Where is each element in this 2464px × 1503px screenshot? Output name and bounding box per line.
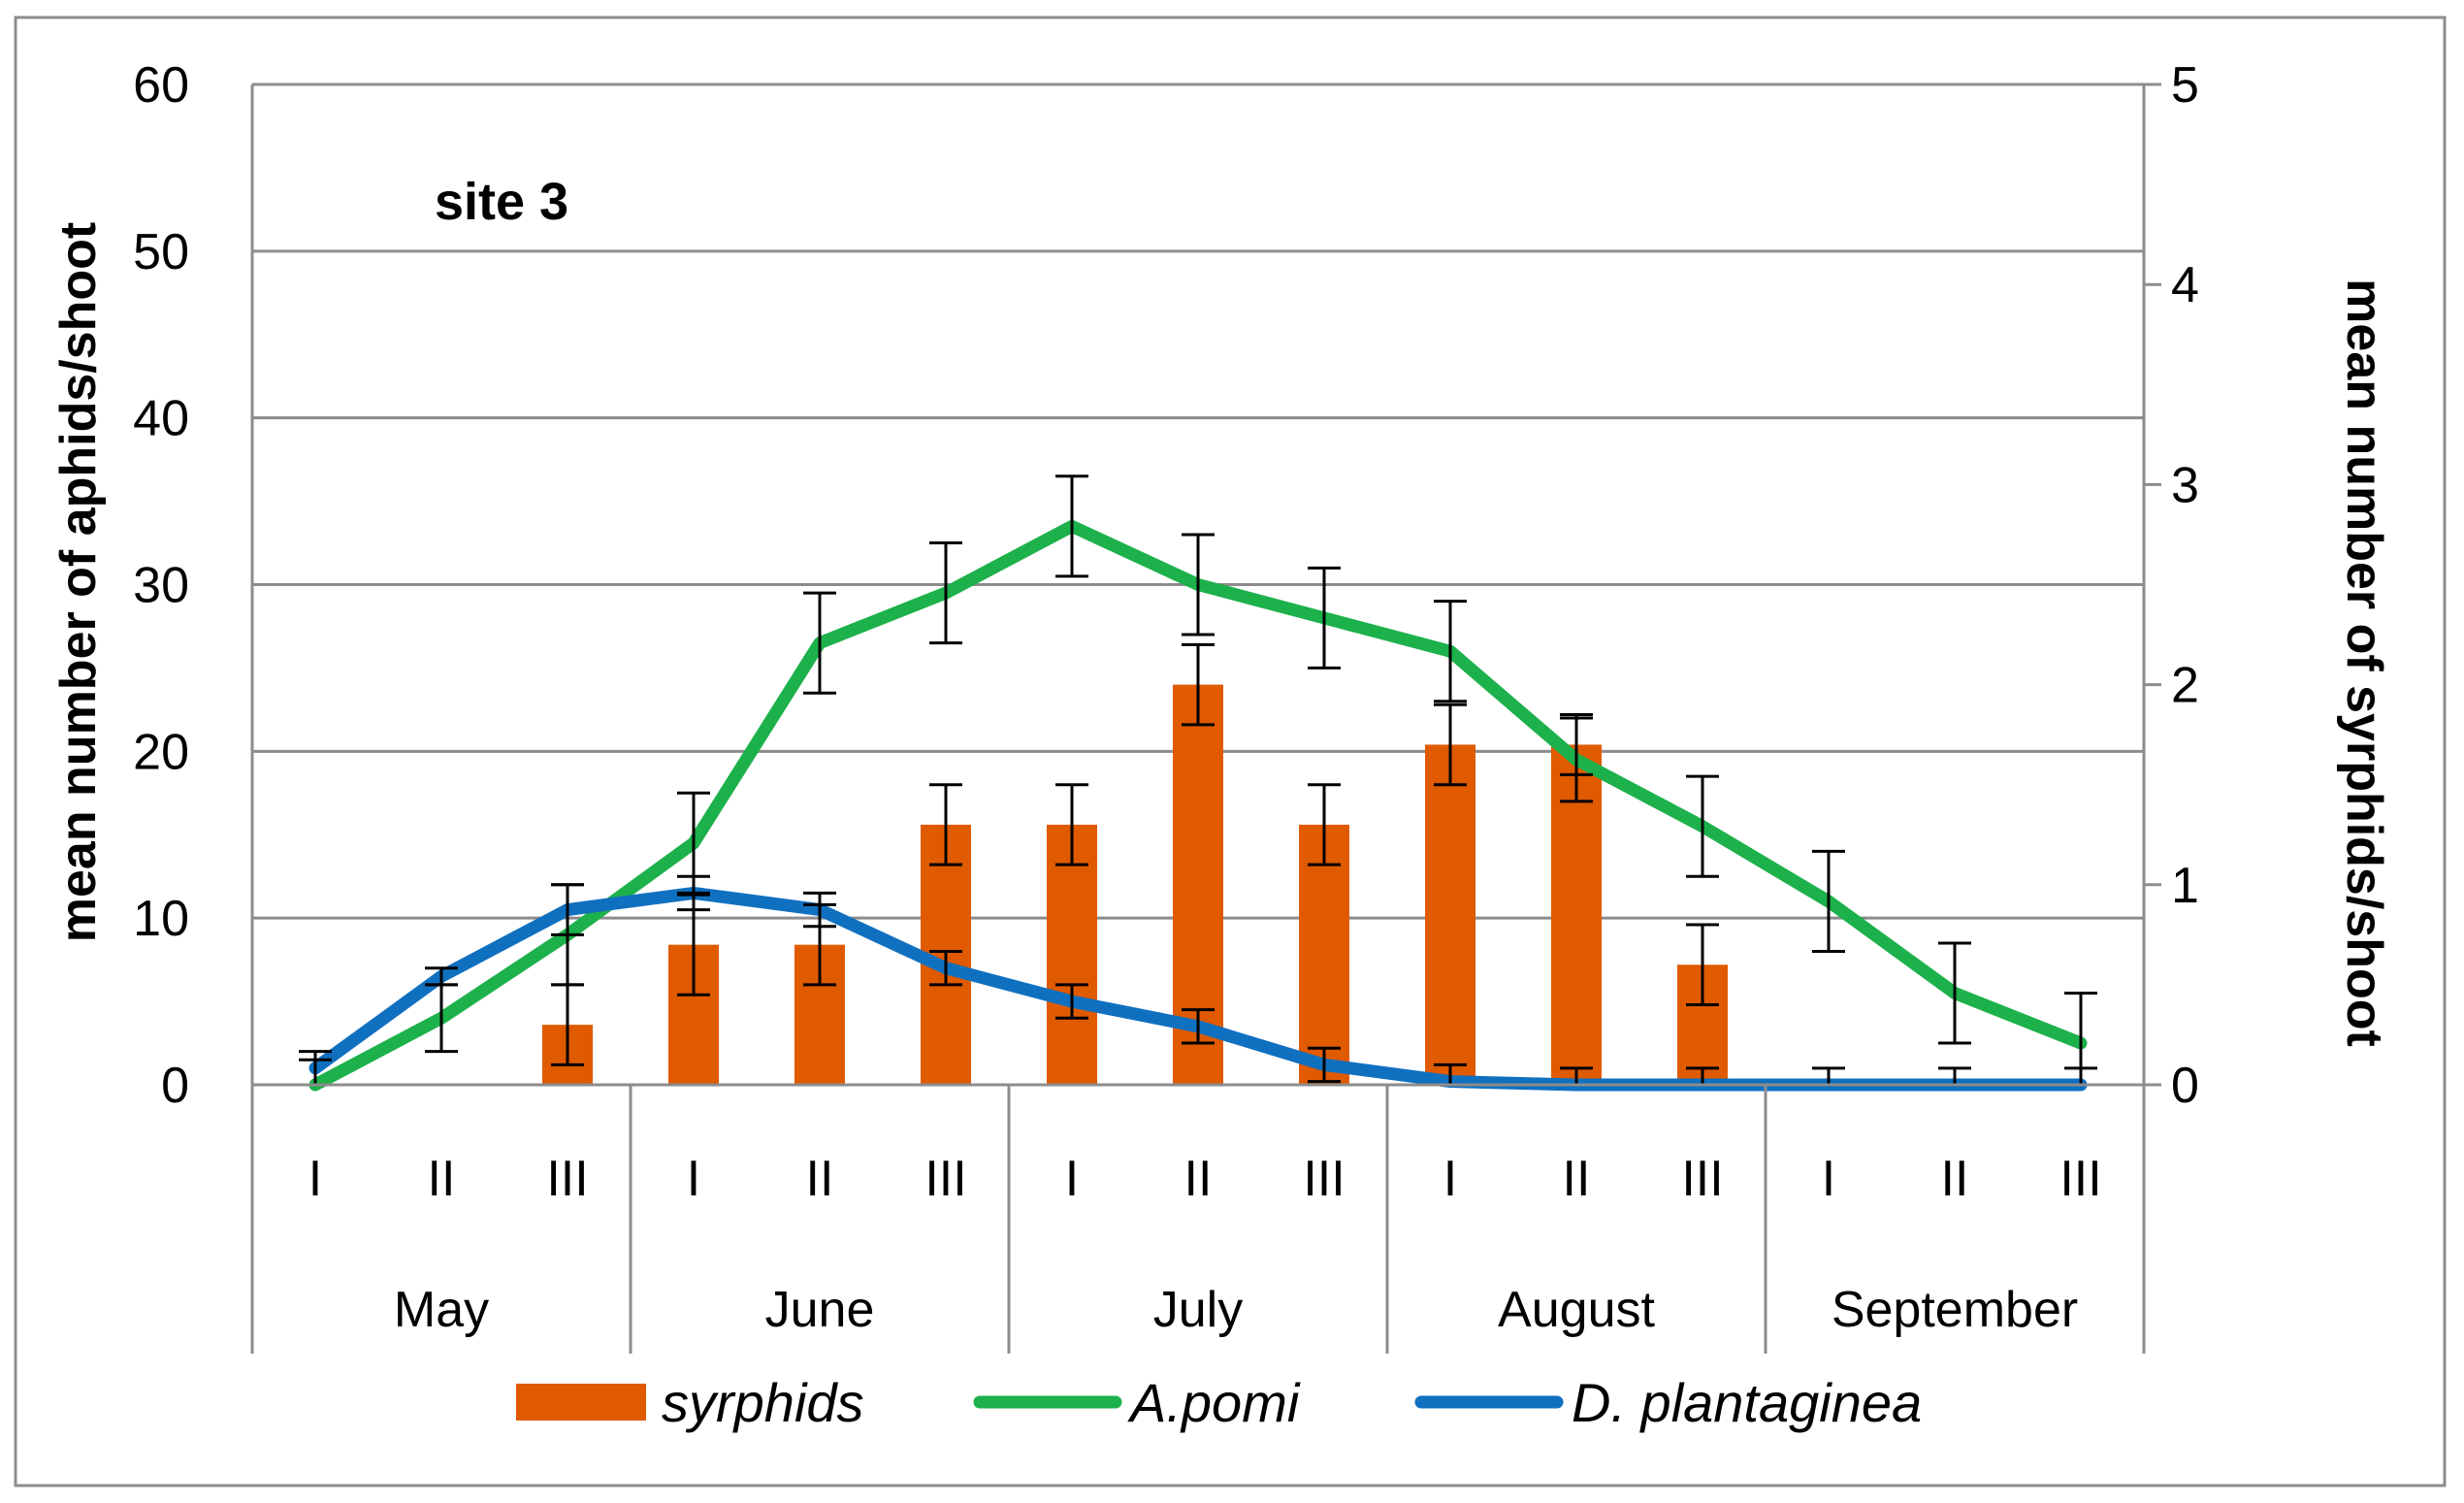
y-tick-left-label: 20	[133, 724, 189, 780]
x-decade-label: I	[1443, 1151, 1457, 1207]
x-decade-label: II	[1563, 1151, 1591, 1207]
x-decade-label: I	[308, 1151, 322, 1207]
legend-label-dplantaginea: D. plantaginea	[1572, 1372, 1922, 1433]
syrphids-bar	[1299, 824, 1349, 1085]
x-month-label: September	[1832, 1282, 2078, 1338]
y-tick-right-label: 5	[2171, 57, 2199, 114]
y-tick-left-label: 50	[133, 224, 189, 280]
syrphids-bar	[1047, 824, 1097, 1085]
x-decade-label: III	[924, 1151, 966, 1207]
y-tick-left-label: 0	[161, 1058, 189, 1114]
legend: syrphids A.pomi D. plantaginea	[516, 1372, 1922, 1433]
x-decade-label: I	[1822, 1151, 1835, 1207]
y-tick-left-label: 30	[133, 558, 189, 614]
chart-frame	[14, 16, 2447, 1487]
y-tick-right-label: 4	[2171, 257, 2199, 313]
x-decade-label: I	[1065, 1151, 1079, 1207]
y-axis-right-title: mean number of syrphids/shoot	[2336, 278, 2392, 1047]
x-month-label: August	[1498, 1282, 1655, 1338]
legend-swatch-syrphids	[516, 1384, 646, 1421]
x-month-label: July	[1153, 1282, 1243, 1338]
x-decade-label: III	[546, 1151, 588, 1207]
syrphids-bar	[1425, 744, 1475, 1085]
y-tick-right-label: 0	[2171, 1058, 2199, 1114]
x-decade-label: II	[806, 1151, 834, 1207]
site-annotation: site 3	[435, 173, 568, 231]
x-decade-label: III	[2059, 1151, 2101, 1207]
x-decade-label: II	[1941, 1151, 1969, 1207]
y-tick-right-label: 3	[2171, 457, 2199, 513]
x-decade-label: I	[687, 1151, 700, 1207]
x-month-label: May	[394, 1282, 489, 1338]
y-tick-left-label: 40	[133, 391, 189, 447]
y-tick-right-label: 2	[2171, 658, 2199, 714]
y-tick-right-label: 1	[2171, 858, 2199, 914]
x-decade-label: III	[1681, 1151, 1723, 1207]
y-tick-left-label: 60	[133, 57, 189, 114]
legend-label-apomi: A.pomi	[1127, 1372, 1301, 1433]
x-decade-label: II	[1184, 1151, 1213, 1207]
x-decade-label: III	[1303, 1151, 1345, 1207]
y-axis-left-title: mean number of aphids/shoot	[50, 222, 107, 943]
legend-label-syrphids: syrphids	[662, 1372, 864, 1433]
x-decade-label: II	[428, 1151, 456, 1207]
y-tick-left-label: 10	[133, 891, 189, 947]
x-month-label: June	[765, 1282, 875, 1338]
